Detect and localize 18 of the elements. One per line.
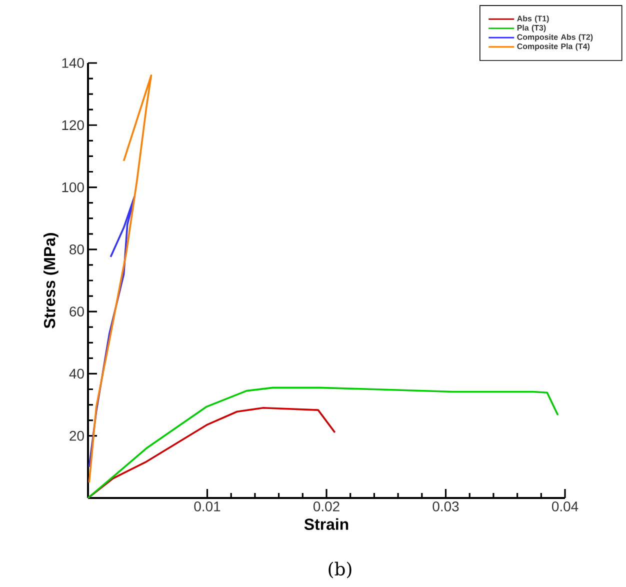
- line-series: [87, 406, 336, 499]
- y-tick-label: 80: [70, 244, 84, 254]
- x-tick-label: 0.04: [552, 502, 578, 512]
- line-series: [87, 386, 559, 499]
- x-axis-title: Strain: [304, 518, 348, 530]
- line-series: [88, 74, 152, 484]
- y-tick-label: 20: [70, 430, 84, 441]
- y-tick-label: 40: [69, 368, 84, 379]
- x-tick-label: 0.02: [313, 502, 340, 512]
- y-tick-label: 60: [70, 306, 84, 317]
- text: (b): [328, 562, 352, 578]
- line-series: [88, 196, 136, 468]
- x-tick-label: 0.03: [432, 502, 459, 512]
- y-axis-title: Stress (MPa): [44, 233, 58, 328]
- y-tick-label: 100: [62, 182, 84, 192]
- x-tick-label: 0.01: [194, 502, 220, 512]
- y-tick-label: 140: [62, 58, 84, 68]
- y-tick-label: 120: [62, 120, 84, 130]
